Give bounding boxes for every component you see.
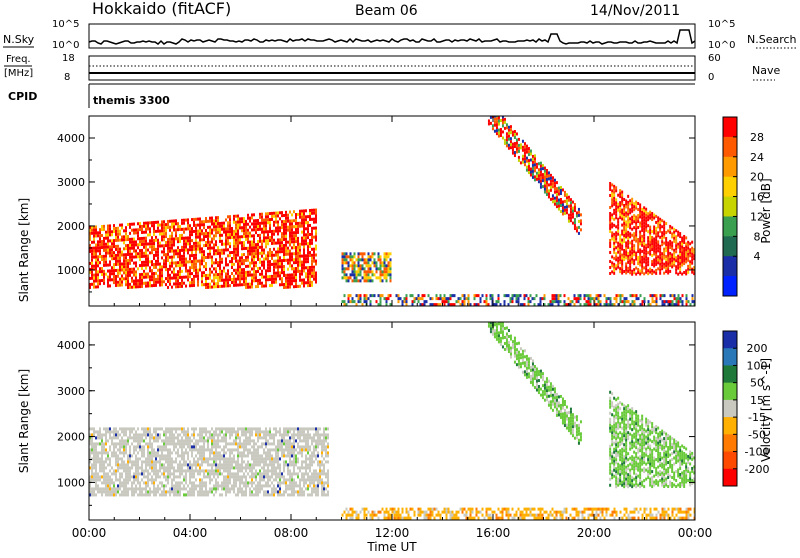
y-tick-label: 3000 xyxy=(57,176,85,189)
beam-label: Beam 06 xyxy=(355,3,418,19)
velocity-ylabel: Slant Range [km] xyxy=(17,369,31,473)
colorbar-swatch xyxy=(723,117,737,137)
nave-tick-bottom: 0 xyxy=(708,72,714,83)
x-tick-label: 16:00 xyxy=(476,526,511,540)
x-tick-label: 04:00 xyxy=(173,526,208,540)
y-tick-label: 2000 xyxy=(57,431,85,444)
y-tick-label: 4000 xyxy=(57,339,85,352)
colorbar-tick-label: 4 xyxy=(754,250,761,263)
colorbar-swatch xyxy=(723,348,737,366)
date-label: 14/Nov/2011 xyxy=(590,3,680,19)
nsky-tick-top: 10^5 xyxy=(52,19,79,30)
colorbar-swatch xyxy=(723,276,737,296)
colorbar-swatch xyxy=(723,197,737,217)
y-tick-label: 1000 xyxy=(57,476,85,489)
colorbar-swatch xyxy=(723,331,737,349)
power-colorbar-label: Power [dB] xyxy=(759,178,773,243)
freq-tick-bottom: 8 xyxy=(64,72,70,83)
colorbar-swatch xyxy=(723,236,737,256)
nave-tick-top: 60 xyxy=(708,53,721,64)
nsearch-tick-top: 10^5 xyxy=(708,19,735,30)
nsky-panel: N.Sky 10^5 10^0 10^5 10^0 N.Search xyxy=(3,19,797,51)
power-panel: 4000 3000 2000 1000 Slant Range [km] xyxy=(17,98,696,306)
x-tick-label: 00:00 xyxy=(72,526,107,540)
freq-tick-top: 18 xyxy=(62,53,75,64)
colorbar-swatch xyxy=(723,256,737,276)
y-tick-label: 1000 xyxy=(57,264,85,277)
y-tick-label: 3000 xyxy=(57,385,85,398)
nsky-tick-bottom: 10^0 xyxy=(52,40,79,51)
colorbar-tick-label: 200 xyxy=(747,342,768,355)
colorbar-swatch xyxy=(723,434,737,452)
colorbar-swatch xyxy=(723,417,737,435)
x-tick-label: 00:00 xyxy=(678,526,713,540)
freq-unit: [MHz] xyxy=(4,68,33,79)
colorbar-swatch xyxy=(723,452,737,470)
colorbar-tick-label: -200 xyxy=(745,463,770,476)
nave-label: Nave xyxy=(752,64,780,77)
colorbar-swatch xyxy=(723,216,737,236)
freq-panel: Freq. [MHz] 18 8 60 0 Nave xyxy=(4,53,780,83)
colorbar-tick-label: 24 xyxy=(750,151,764,164)
y-tick-label: 4000 xyxy=(57,132,85,145)
colorbar-swatch xyxy=(723,177,737,197)
x-tick-label: 20:00 xyxy=(577,526,612,540)
nsearch-label: N.Search xyxy=(747,33,797,46)
colorbar-swatch xyxy=(723,400,737,418)
colorbar-swatch xyxy=(723,137,737,157)
nsearch-tick-bottom: 10^0 xyxy=(708,40,735,51)
cpid-label: CPID xyxy=(8,90,37,103)
cpid-value: themis 3300 xyxy=(93,94,170,107)
velocity-panel: 4000 3000 2000 1000 Slant Range [km] xyxy=(17,306,696,520)
nsky-label: N.Sky xyxy=(3,33,35,46)
colorbar-swatch xyxy=(723,365,737,383)
colorbar-swatch xyxy=(723,469,737,487)
power-ylabel: Slant Range [km] xyxy=(17,198,31,302)
x-axis-label: Time UT xyxy=(366,540,417,554)
colorbar-swatch xyxy=(723,157,737,177)
freq-label: Freq. xyxy=(6,54,31,65)
cpid-row: CPID themis 3300 xyxy=(8,84,695,108)
x-tick-label: 08:00 xyxy=(274,526,309,540)
colorbar-swatch xyxy=(723,383,737,401)
colorbar-tick-label: 28 xyxy=(750,131,764,144)
velocity-colorbar-label: Velocity [m s^-1] xyxy=(759,358,773,462)
x-tick-label: 12:00 xyxy=(375,526,410,540)
y-tick-label: 2000 xyxy=(57,220,85,233)
station-title: Hokkaido (fitACF) xyxy=(92,0,231,18)
